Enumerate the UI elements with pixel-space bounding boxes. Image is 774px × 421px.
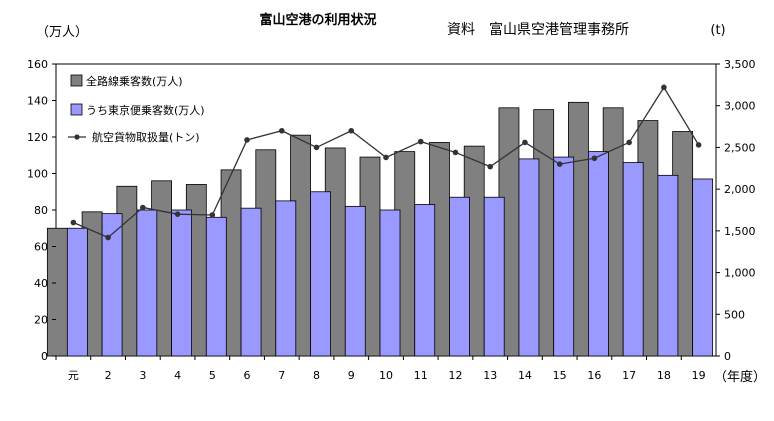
cargo-point — [278, 127, 285, 134]
bar-tokyo — [449, 196, 470, 357]
y-tick-label: 60 — [34, 241, 48, 254]
legend-swatch-tokyo — [70, 103, 83, 116]
bar-tokyo — [379, 209, 401, 357]
y2-tick-label: 1,000 — [724, 267, 756, 280]
cargo-point — [626, 139, 632, 146]
x-tick-label: 8 — [313, 369, 320, 382]
x-tick-label: 15 — [553, 369, 567, 382]
cargo-point — [140, 204, 146, 211]
cargo-point — [348, 127, 355, 134]
y-tick-label: 160 — [27, 58, 48, 71]
cargo-point — [209, 212, 216, 218]
bar-all-routes — [46, 227, 68, 357]
x-tick-label: 7 — [278, 369, 285, 382]
x-tick-label: 4 — [174, 369, 181, 382]
legend-label-all-routes: 全路線乗客数(万人) — [86, 74, 183, 88]
y-tick-label: 140 — [27, 95, 48, 108]
series-cargo — [70, 84, 702, 241]
x-tick-label: 2 — [105, 369, 112, 382]
x-tick-label: 16 — [587, 369, 601, 382]
legend-marker-cargo — [74, 134, 80, 140]
x-tick-label: 11 — [414, 369, 428, 382]
bar-tokyo — [414, 204, 436, 357]
x-tick-label: 19 — [692, 369, 706, 382]
y-tick-label: 80 — [34, 204, 48, 217]
x-tick-label: 13 — [483, 369, 497, 382]
y2-tick-label: 500 — [724, 308, 745, 321]
y2-tick-label: 3,500 — [724, 58, 756, 71]
bar-tokyo — [66, 227, 88, 357]
series-tokyo — [66, 151, 714, 357]
bar-tokyo — [310, 191, 331, 357]
cargo-point — [417, 138, 424, 145]
x-tick-label: 5 — [209, 369, 216, 382]
cargo-point — [313, 144, 320, 151]
x-tick-label: 18 — [657, 369, 671, 382]
bar-tokyo — [553, 156, 575, 357]
cargo-point — [174, 211, 181, 217]
cargo-point — [591, 155, 598, 162]
cargo-point — [70, 219, 77, 226]
x-tick-label: 6 — [244, 369, 251, 382]
x-tick-label: 12 — [448, 369, 462, 382]
y2-tick-label: 3,000 — [724, 100, 756, 113]
bar-tokyo — [483, 196, 505, 357]
bar-tokyo — [657, 174, 679, 357]
bar-tokyo — [240, 207, 262, 357]
x-tick-label: 3 — [139, 369, 146, 382]
chart-source: 資料 富山県空港管理事務所 — [447, 21, 629, 38]
y2-axis-label: (t) — [710, 23, 725, 38]
y-tick-label: 20 — [34, 314, 48, 327]
x-tick-label: 10 — [379, 369, 393, 382]
y2-tick-label: 2,500 — [724, 141, 756, 154]
y2-tick-label: 0 — [724, 350, 731, 363]
cargo-point — [695, 142, 702, 148]
y-tick-label: 0 — [41, 350, 48, 363]
bar-tokyo — [588, 151, 609, 357]
cargo-point — [244, 137, 250, 143]
legend-background — [66, 68, 206, 146]
x-tick-label: 元 — [68, 369, 79, 382]
cargo-point — [383, 154, 389, 161]
cargo-point — [487, 163, 494, 170]
bar-tokyo — [692, 178, 714, 357]
cargo-point — [661, 84, 667, 91]
bar-tokyo — [171, 209, 192, 357]
cargo-point — [452, 149, 459, 156]
legend-label-cargo: 航空貨物取扱量(トン) — [92, 130, 200, 144]
bar-tokyo — [205, 216, 227, 357]
cargo-point — [556, 161, 563, 167]
y-axis-label: （万人） — [36, 25, 88, 40]
bar-tokyo — [518, 158, 540, 357]
bar-tokyo — [101, 213, 123, 357]
cargo-point — [105, 234, 111, 241]
x-tick-label: 14 — [518, 369, 532, 382]
bar-tokyo — [136, 209, 158, 357]
y2-axis: 0 500 1,000 1,500 2,000 2,500 3,000 3,500 — [716, 58, 756, 363]
x-axis-label: （年度） — [714, 369, 766, 385]
bar-tokyo — [622, 162, 644, 357]
y2-tick-label: 1,500 — [724, 225, 756, 238]
y-axis: 0 20 40 60 80 100 120 140 160 — [27, 58, 56, 363]
bar-tokyo — [275, 200, 297, 357]
y-tick-label: 40 — [34, 277, 48, 290]
y-tick-label: 100 — [27, 168, 48, 181]
legend-label-tokyo: うち東京便乗客数(万人) — [86, 103, 205, 117]
legend: 全路線乗客数(万人) うち東京便乗客数(万人) 航空貨物取扱量(トン) — [66, 68, 206, 146]
bar-tokyo — [344, 205, 366, 357]
x-tick-label: 17 — [622, 369, 636, 382]
y2-tick-label: 2,000 — [724, 183, 756, 196]
cargo-point — [522, 139, 528, 146]
x-tick-label: 9 — [348, 369, 355, 382]
x-axis: 元 2 3 4 5 6 7 8 9 10 11 12 13 14 15 16 17 18 19 — [55, 356, 706, 382]
y-tick-label: 120 — [27, 131, 48, 144]
chart-title: 富山空港の利用状況 — [259, 12, 376, 28]
legend-swatch-all-routes — [70, 74, 83, 87]
